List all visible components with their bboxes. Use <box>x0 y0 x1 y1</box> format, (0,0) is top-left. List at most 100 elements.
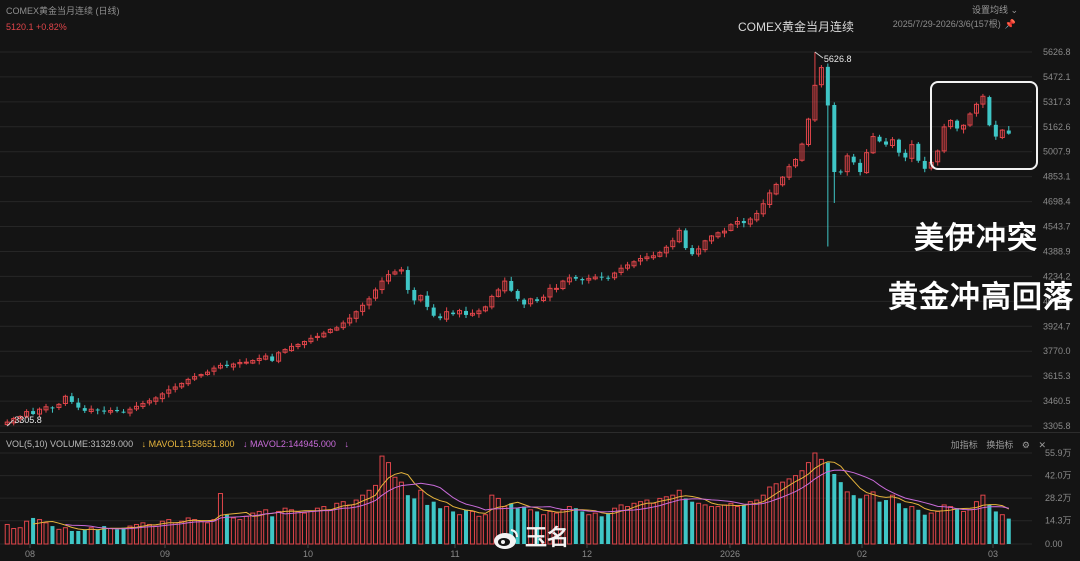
candle-body-up <box>366 298 372 306</box>
volume-bar-up <box>663 496 669 545</box>
candle-body-up <box>153 397 159 402</box>
candle-body-down <box>916 143 921 161</box>
candle-body-down <box>535 299 540 301</box>
volume-bar-up <box>793 475 799 545</box>
candle-body-up <box>205 371 211 375</box>
candle-body-down <box>683 230 688 249</box>
price-tick-label: 4079.5 <box>1043 296 1071 306</box>
candle-body-down <box>858 162 863 173</box>
candle-body-up <box>17 415 23 420</box>
gear-icon[interactable]: ⚙ <box>1021 440 1030 450</box>
volume-bar-down <box>690 501 695 544</box>
candle-body-up <box>728 224 734 231</box>
candle-body-up <box>327 328 333 333</box>
volume-bar-up <box>670 494 676 545</box>
min-price-label: 3305.8 <box>14 415 42 425</box>
candle-body-up <box>321 332 327 338</box>
candle-body-up <box>715 232 721 238</box>
volume-bar-up <box>276 510 282 545</box>
switch-indicator-button[interactable]: 换指标 <box>986 440 1014 450</box>
candle-body-up <box>444 311 450 320</box>
x-tick-label: 2026 <box>720 549 740 559</box>
candle-body-up <box>657 252 663 257</box>
candle-body-up <box>250 360 256 364</box>
candle-body-up <box>217 364 223 369</box>
x-tick-label: 08 <box>25 549 35 559</box>
candle-body-up <box>308 337 314 343</box>
price-tick-label: 5007.9 <box>1043 147 1071 157</box>
indicator-tools: 加指标 换指标 ⚙ ✕ <box>945 438 1046 451</box>
volume-bar-up <box>631 502 637 545</box>
candle-body-up <box>864 152 870 174</box>
volume-bar-up <box>541 514 547 545</box>
candle-body-down <box>825 66 830 106</box>
candle-body-up <box>159 393 165 400</box>
volume-bar-down <box>573 508 578 544</box>
candle-body-down <box>522 299 527 305</box>
volume-bar-up <box>928 512 934 545</box>
volume-bar-up <box>159 520 165 545</box>
volume-bar-up <box>347 504 353 545</box>
volume-tick-label: 14.3万 <box>1045 516 1072 526</box>
candle-body-up <box>818 67 824 86</box>
candle-body-down <box>832 105 837 173</box>
volume-bar-up <box>644 499 650 545</box>
candle-body-up <box>146 400 152 404</box>
candle-body-up <box>24 411 30 417</box>
volume-bar-up <box>637 501 643 545</box>
candle-body-down <box>102 410 107 412</box>
close-icon[interactable]: ✕ <box>1038 440 1046 450</box>
candle-body-up <box>709 235 715 242</box>
price-tick-label: 4234.2 <box>1043 271 1071 281</box>
volume-tick-label: 55.9万 <box>1045 448 1072 458</box>
candle-body-up <box>586 277 592 281</box>
volume-bar-up <box>844 491 850 545</box>
ma-settings-button[interactable]: 设置均线 ⌄ <box>971 5 1018 15</box>
candle-body-up <box>625 264 631 269</box>
candle-body-up <box>347 317 353 324</box>
candle-body-up <box>11 418 17 424</box>
volume-chart[interactable]: 55.9万 42.0万 28.2万 14.3万 0.00 08 09 10 11 12 2026 02… <box>0 432 1080 561</box>
add-indicator-button[interactable]: 加指标 <box>950 440 978 450</box>
candle-body-down <box>451 312 456 315</box>
candle-body-up <box>230 363 236 368</box>
volume-bar-down <box>31 517 36 544</box>
volume-bar-up <box>715 506 721 545</box>
price-tick-label: 3305.8 <box>1043 421 1071 431</box>
volume-bar-down <box>438 508 443 544</box>
volume-bar-up <box>489 494 495 545</box>
candle-body-down <box>82 408 87 411</box>
candle-body-down <box>515 290 520 299</box>
candle-body-up <box>495 289 501 297</box>
volume-bar-down <box>993 511 998 544</box>
volume-bar-up <box>696 502 702 545</box>
candle-body-up <box>379 280 385 291</box>
volume-value: VOL(5,10) VOLUME:31329.000 <box>6 439 134 449</box>
volume-bar-up <box>237 519 243 545</box>
volume-bar-up <box>373 484 379 545</box>
volume-bar-up <box>799 470 805 545</box>
candle-body-down <box>606 277 611 279</box>
candlestick-chart[interactable]: 5626.8 5472.1 5317.3 5162.6 5007.9 4853.1 4698… <box>0 36 1080 436</box>
candle-body-up <box>948 119 954 128</box>
candle-body-up <box>360 304 366 312</box>
candle-body-up <box>398 269 404 272</box>
candle-body-down <box>121 411 126 413</box>
volume-bar-up <box>469 510 475 545</box>
candle-body-up <box>108 409 114 413</box>
candle-body-up <box>502 280 508 292</box>
candle-body-up <box>179 382 185 388</box>
volume-bar-down <box>955 508 960 544</box>
volume-bar-down <box>883 500 889 544</box>
volume-bar-up <box>592 512 598 545</box>
pin-icon[interactable]: 📌 <box>1004 19 1016 29</box>
price-tick-label: 5317.3 <box>1043 97 1071 107</box>
volume-bar-up <box>612 507 618 545</box>
candle-body-up <box>43 406 49 411</box>
candle-body-down <box>573 276 578 279</box>
volume-bar-up <box>676 489 682 545</box>
candle-body-down <box>224 364 229 367</box>
volume-bar-up <box>747 501 753 545</box>
volume-bar-up <box>308 510 314 545</box>
candle-body-up <box>980 95 986 105</box>
